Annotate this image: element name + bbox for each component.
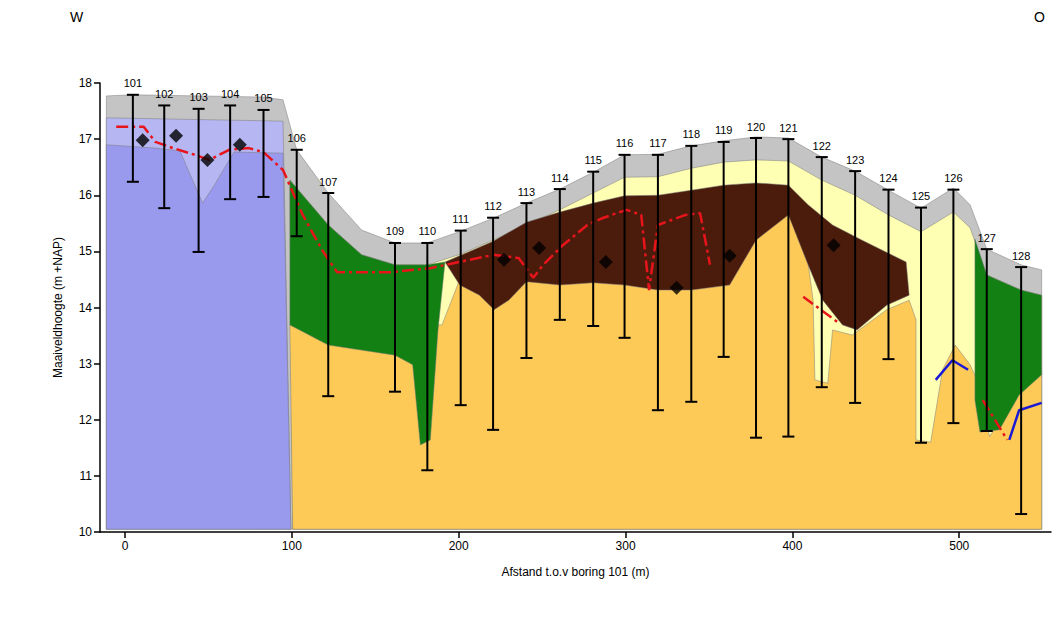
svg-text:0: 0 [122,539,129,553]
svg-text:118: 118 [683,128,701,140]
svg-text:110: 110 [419,225,437,237]
svg-text:120: 120 [747,121,765,133]
svg-text:121: 121 [779,122,797,134]
svg-text:103: 103 [189,91,207,103]
svg-text:125: 125 [912,190,930,202]
svg-text:127: 127 [978,232,996,244]
svg-text:117: 117 [649,137,667,149]
svg-text:113: 113 [518,186,536,198]
svg-text:10: 10 [79,525,93,539]
svg-text:122: 122 [813,140,831,152]
svg-text:18: 18 [79,76,93,90]
svg-text:128: 128 [1012,250,1030,262]
svg-text:112: 112 [484,200,502,212]
svg-text:111: 111 [452,213,469,225]
svg-text:119: 119 [715,124,733,136]
svg-text:100: 100 [282,539,302,553]
svg-text:116: 116 [616,137,634,149]
svg-text:106: 106 [288,132,306,144]
svg-text:102: 102 [155,88,173,100]
svg-text:300: 300 [616,539,636,553]
svg-text:12: 12 [79,413,93,427]
svg-text:17: 17 [79,132,93,146]
svg-text:O: O [1034,9,1045,25]
svg-text:115: 115 [584,154,602,166]
svg-text:123: 123 [846,154,864,166]
svg-text:500: 500 [949,539,969,553]
svg-text:400: 400 [782,539,802,553]
svg-text:104: 104 [221,88,239,100]
svg-text:Maaiveldhoogte (m +NAP): Maaiveldhoogte (m +NAP) [51,237,65,378]
svg-text:126: 126 [944,172,962,184]
svg-text:109: 109 [386,225,404,237]
svg-text:14: 14 [79,301,93,315]
svg-text:16: 16 [79,188,93,202]
svg-text:124: 124 [879,172,897,184]
svg-text:W: W [70,9,84,25]
svg-text:107: 107 [319,176,337,188]
svg-text:11: 11 [80,469,93,483]
svg-text:200: 200 [449,539,469,553]
svg-text:15: 15 [79,244,93,258]
svg-text:Afstand t.o.v boring 101 (m): Afstand t.o.v boring 101 (m) [501,565,649,579]
svg-text:101: 101 [124,77,142,89]
svg-text:105: 105 [254,92,272,104]
svg-text:114: 114 [551,172,569,184]
svg-text:13: 13 [79,357,93,371]
